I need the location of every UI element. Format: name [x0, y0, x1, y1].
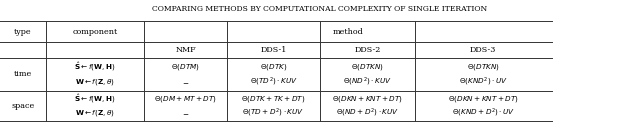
Text: $\Theta(DTKN)$: $\Theta(DTKN)$	[467, 62, 500, 72]
Text: type: type	[14, 28, 32, 36]
Text: $\Theta(KND^2)\cdot UV$: $\Theta(KND^2)\cdot UV$	[459, 76, 508, 88]
Text: $\Theta(DM+MT+DT)$: $\Theta(DM+MT+DT)$	[154, 94, 217, 104]
Text: $\Theta(DTM)$: $\Theta(DTM)$	[171, 62, 200, 72]
Text: NMF: NMF	[175, 46, 196, 54]
Text: method: method	[332, 28, 364, 36]
Text: $\Theta(DTK)$: $\Theta(DTK)$	[260, 62, 287, 72]
Text: $\Theta(ND+D^2)\cdot KUV$: $\Theta(ND+D^2)\cdot KUV$	[336, 107, 399, 119]
Text: $\Theta(DTK+TK+DT)$: $\Theta(DTK+TK+DT)$	[241, 94, 306, 104]
Text: COMPARING METHODS BY COMPUTATIONAL COMPLEXITY OF SINGLE ITERATION: COMPARING METHODS BY COMPUTATIONAL COMPL…	[152, 5, 488, 13]
Text: $-$: $-$	[182, 109, 189, 117]
Text: $\Theta(TD^2)\cdot KUV$: $\Theta(TD^2)\cdot KUV$	[250, 76, 298, 88]
Text: $\Theta(ND^2)\cdot KUV$: $\Theta(ND^2)\cdot KUV$	[343, 76, 392, 88]
Text: $\mathbf{W} \leftarrow f(\mathbf{Z}, \theta)$: $\mathbf{W} \leftarrow f(\mathbf{Z}, \th…	[75, 108, 115, 118]
Text: $\hat{\mathbf{S}} \leftarrow f(\mathbf{W}, \mathbf{H})$: $\hat{\mathbf{S}} \leftarrow f(\mathbf{W…	[74, 61, 116, 73]
Text: $-$: $-$	[182, 78, 189, 86]
Text: $\mathbf{W} \leftarrow f(\mathbf{Z}, \theta)$: $\mathbf{W} \leftarrow f(\mathbf{Z}, \th…	[75, 77, 115, 87]
Text: $\Theta(DTKN)$: $\Theta(DTKN)$	[351, 62, 384, 72]
Text: component: component	[72, 28, 118, 36]
Text: $\Theta(DKN+KNT+DT)$: $\Theta(DKN+KNT+DT)$	[448, 94, 518, 104]
Text: $\Theta(DKN+KNT+DT)$: $\Theta(DKN+KNT+DT)$	[332, 94, 403, 104]
Text: DDS-2: DDS-2	[354, 46, 381, 54]
Text: DDS-3: DDS-3	[470, 46, 497, 54]
Text: $\Theta(TD+D^2)\cdot KUV$: $\Theta(TD+D^2)\cdot KUV$	[243, 107, 305, 119]
Text: time: time	[14, 70, 32, 78]
Text: $\Theta(KND+D^2)\cdot UV$: $\Theta(KND+D^2)\cdot UV$	[452, 107, 515, 119]
Text: DDS-1: DDS-1	[260, 46, 287, 54]
Text: space: space	[12, 102, 35, 110]
Text: $\hat{\mathbf{S}} \leftarrow f(\mathbf{W}, \mathbf{H})$: $\hat{\mathbf{S}} \leftarrow f(\mathbf{W…	[74, 93, 116, 105]
